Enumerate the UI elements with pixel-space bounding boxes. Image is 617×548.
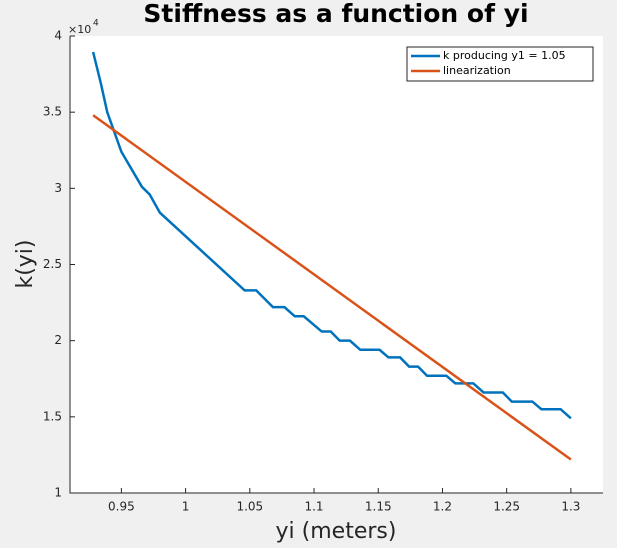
x-tick-label: 0.95 — [108, 500, 135, 514]
x-tick-label: 1.15 — [365, 500, 392, 514]
y-multiplier-exponent: 4 — [93, 19, 99, 29]
plot-area — [70, 36, 603, 493]
y-tick-label: 3 — [54, 181, 62, 195]
y-tick-label: 2.5 — [43, 257, 62, 271]
x-tick-label: 1.3 — [561, 500, 580, 514]
legend-label: k producing y1 = 1.05 — [443, 49, 566, 62]
y-tick-label: 3.5 — [43, 105, 62, 119]
y-axis-label: k(yi) — [13, 239, 38, 288]
y-tick-label: 2 — [54, 333, 62, 347]
x-tick-label: 1.05 — [236, 500, 263, 514]
legend-box — [406, 46, 594, 82]
x-tick-label: 1 — [182, 500, 190, 514]
x-tick-label: 1.2 — [433, 500, 452, 514]
chart-title: Stiffness as a function of yi — [143, 0, 528, 28]
y-multiplier: ×10 — [68, 23, 91, 36]
legend-label: linearization — [443, 64, 511, 77]
y-tick-label: 1 — [54, 486, 62, 500]
x-tick-label: 1.1 — [304, 500, 323, 514]
y-tick-label: 4 — [54, 29, 62, 43]
x-tick-label: 1.25 — [493, 500, 520, 514]
y-tick-label: 1.5 — [43, 409, 62, 423]
series-line — [92, 114, 572, 461]
series-line — [91, 51, 572, 420]
x-axis-label: yi (meters) — [276, 519, 397, 544]
